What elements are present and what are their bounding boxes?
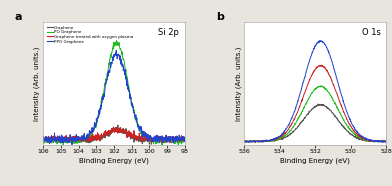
PPO Graphene [183,139,187,141]
PO Graphene [105,73,110,75]
Graphene [326,108,331,110]
Graphene [41,136,45,138]
Graphene treated with oxygen plasma [279,136,283,138]
Graphene treated with oxygen plasma [307,81,311,83]
PO Graphene [337,111,342,113]
Graphene [242,140,247,142]
PO Graphene [267,141,272,143]
Graphene [279,138,283,140]
PO Graphene [125,76,129,78]
Graphene [183,139,187,141]
PPO Graphene [278,134,283,136]
PO Graphene [66,140,71,142]
PPO Graphene [267,139,272,141]
Legend: Graphene, PO Graphene, Graphene treated with oxygen plasma, PPO Graphene: Graphene, PO Graphene, Graphene treated … [47,26,133,44]
Line: PO Graphene: PO Graphene [244,86,386,142]
Graphene treated with oxygen plasma [183,137,187,139]
PO Graphene [160,145,165,147]
PO Graphene [114,40,119,42]
PPO Graphene [78,137,82,140]
PPO Graphene [41,137,45,139]
PPO Graphene [384,140,388,142]
X-axis label: Binding Energy (eV): Binding Energy (eV) [79,157,149,163]
Graphene [149,143,154,145]
Text: b: b [216,12,224,23]
PPO Graphene [337,86,341,89]
Graphene treated with oxygen plasma [66,137,71,140]
Graphene treated with oxygen plasma [105,133,110,135]
PPO Graphene [383,141,388,143]
PPO Graphene [66,139,71,141]
PPO Graphene [326,50,330,52]
Graphene [349,134,354,136]
Text: a: a [15,12,22,23]
PO Graphene [136,126,140,128]
Graphene [316,103,320,105]
PPO Graphene [349,122,354,124]
Line: PPO Graphene: PPO Graphene [43,50,185,145]
Graphene treated with oxygen plasma [136,136,140,138]
PPO Graphene [306,62,311,65]
PPO Graphene [319,40,323,42]
PO Graphene [319,84,323,87]
Graphene [337,121,342,124]
Line: Graphene treated with oxygen plasma: Graphene treated with oxygen plasma [43,127,185,143]
Graphene [307,112,311,114]
Graphene treated with oxygen plasma [111,126,116,128]
PPO Graphene [148,136,152,138]
Graphene treated with oxygen plasma [326,72,331,74]
Text: O 1s: O 1s [361,28,381,37]
PPO Graphene [105,76,110,78]
Graphene [125,132,129,134]
Graphene treated with oxygen plasma [349,126,354,129]
Y-axis label: Intensity (Arb. units.): Intensity (Arb. units.) [235,46,241,121]
Graphene [116,124,120,126]
Line: PO Graphene: PO Graphene [43,41,185,146]
PO Graphene [77,141,82,143]
Graphene treated with oxygen plasma [125,130,129,132]
Line: Graphene: Graphene [244,104,386,142]
PO Graphene [384,140,388,142]
Graphene treated with oxygen plasma [319,64,324,66]
PO Graphene [242,140,247,142]
Graphene treated with oxygen plasma [77,136,82,138]
PPO Graphene [70,144,74,146]
Graphene [384,140,388,142]
Text: Si 2p: Si 2p [158,28,179,37]
Graphene treated with oxygen plasma [384,140,388,143]
PPO Graphene [125,81,129,84]
PO Graphene [183,139,187,142]
Y-axis label: Intensity (Arb. units.): Intensity (Arb. units.) [34,46,40,121]
PO Graphene [41,139,45,142]
PPO Graphene [114,49,119,51]
Graphene [148,139,152,141]
Graphene [66,137,71,139]
Line: PPO Graphene: PPO Graphene [244,41,386,142]
Graphene treated with oxygen plasma [242,140,247,142]
Graphene treated with oxygen plasma [148,137,152,139]
PO Graphene [253,141,258,144]
Graphene [267,140,272,142]
PO Graphene [148,140,152,142]
X-axis label: Binding Energy (eV): Binding Energy (eV) [280,157,350,163]
PO Graphene [307,97,311,100]
Graphene treated with oxygen plasma [267,140,272,142]
Graphene [242,141,247,143]
Graphene [105,131,110,133]
Line: Graphene: Graphene [43,125,185,144]
Graphene [136,136,140,139]
PO Graphene [326,91,331,93]
Graphene treated with oxygen plasma [160,142,165,144]
PPO Graphene [242,140,247,142]
PO Graphene [349,130,354,132]
Line: Graphene treated with oxygen plasma: Graphene treated with oxygen plasma [244,65,386,143]
PO Graphene [279,137,283,139]
Graphene treated with oxygen plasma [41,139,45,141]
Graphene [77,137,82,139]
PPO Graphene [136,124,141,126]
Graphene treated with oxygen plasma [253,142,258,144]
Graphene treated with oxygen plasma [337,101,342,103]
